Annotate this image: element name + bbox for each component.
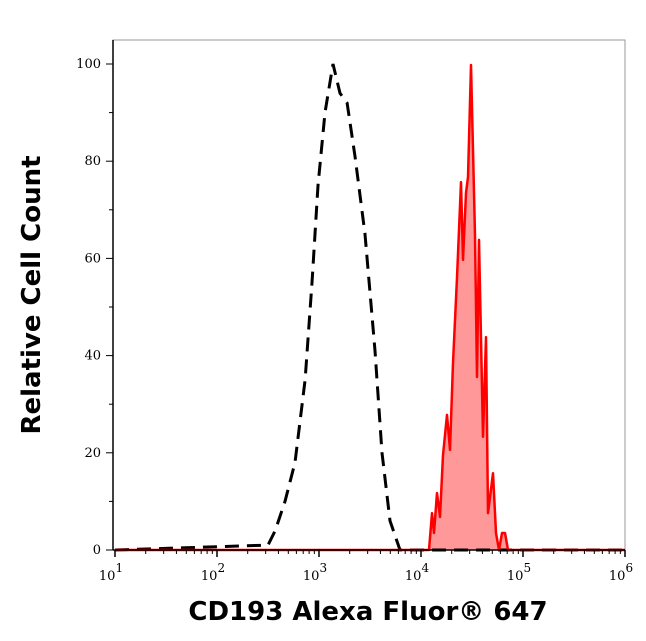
y-tick-label: 60 [84,251,101,266]
axes-layer: 101 102 103 104 105 106 0 20 40 60 80 100 [76,40,633,584]
series-1-line [114,63,625,552]
x-tick-label: 102 [201,561,225,584]
y-tick-label: 0 [93,543,101,558]
x-tick-label: 105 [507,561,531,584]
x-axis-title: CD193 Alexa Fluor® 647 [188,597,547,627]
y-tick-label: 40 [84,349,101,364]
x-tick-label: 106 [609,561,633,584]
series-2-line [115,63,625,552]
y-axis-title: Relative Cell Count [17,155,47,434]
y-tick-label: 100 [76,57,101,72]
y-tick-label: 80 [84,154,101,169]
x-tick-label: 103 [303,561,327,584]
plot-frame [112,39,626,551]
y-tick-label: 20 [84,446,101,461]
x-tick-label: 101 [99,561,123,584]
series-layer [114,63,625,552]
x-tick-label: 104 [405,561,430,584]
